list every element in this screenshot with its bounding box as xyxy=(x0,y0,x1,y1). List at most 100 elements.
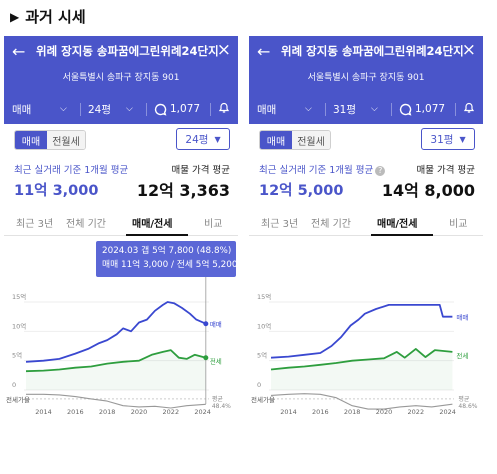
y-tick-label: 0 xyxy=(257,381,261,389)
chevron-down-icon: ⌵ xyxy=(371,104,378,114)
header-bar: ← 위례 장지동 송파꿈에그린위례24단지 × 서울특별시 송파구 장지동 90… xyxy=(249,36,483,124)
tooltip-line2: 매매 11억 3,000 / 전세 5억 5,200 xyxy=(102,260,238,270)
triangle-marker-icon: ▶ xyxy=(10,9,20,24)
size-select-value: 31평 xyxy=(430,133,454,146)
header-bar: ← 위례 장지동 송파꿈에그린위례24단지 × 서울특별시 송파구 장지동 90… xyxy=(4,36,238,124)
toggle-sale[interactable]: 매매 xyxy=(15,131,47,149)
series-label-ratio: 전세가율 xyxy=(251,395,275,404)
y-tick-label: 5억 xyxy=(257,352,267,360)
trade-toggle: 매매 전월세 xyxy=(14,130,86,150)
x-tick-label: 2018 xyxy=(99,408,116,416)
active-tab-underline xyxy=(371,234,433,236)
y-tick-label: 5억 xyxy=(12,352,22,360)
recent-price-label: 최근 실거래 기준 1개월 평균? xyxy=(259,162,386,176)
price-panel-24: ← 위례 장지동 송파꿈에그린위례24단지 × 서울특별시 송파구 장지동 90… xyxy=(4,36,238,416)
x-tick-label: 2020 xyxy=(131,408,148,416)
jeonse-area xyxy=(26,350,206,390)
trade-toggle: 매매 전월세 xyxy=(259,130,331,150)
divider xyxy=(210,103,211,116)
hover-point-sale xyxy=(203,321,209,327)
comment-button[interactable]: 1,077 xyxy=(399,103,445,116)
y-tick-label: 10억 xyxy=(12,322,26,330)
asking-price-value: 14억 8,000 xyxy=(381,181,475,200)
series-전세-line xyxy=(25,349,207,373)
chevron-down-icon: ⌵ xyxy=(60,104,67,114)
hover-point-jeonse xyxy=(203,355,209,361)
tab-recent-3y[interactable]: 최근 3년 xyxy=(16,219,54,230)
back-arrow-icon[interactable]: ← xyxy=(257,42,271,61)
x-tick-label: 2014 xyxy=(280,408,297,416)
x-tick-label: 2024 xyxy=(439,408,456,416)
comment-icon xyxy=(399,103,412,116)
tab-compare[interactable]: 비교 xyxy=(204,219,223,230)
comment-icon xyxy=(154,103,167,116)
series-매매-line xyxy=(25,301,207,363)
x-tick-label: 2024 xyxy=(194,408,211,416)
toggle-rent[interactable]: 전월세 xyxy=(47,131,85,149)
size-dropdown[interactable]: 31평 xyxy=(333,103,357,116)
tab-sale-jeonse[interactable]: 매매/전세 xyxy=(132,219,173,230)
jeonse-area xyxy=(271,348,453,390)
series-label-sale: 매매 xyxy=(456,314,468,322)
x-tick-label: 2020 xyxy=(376,408,393,416)
complex-address: 서울특별시 송파구 장지동 901 xyxy=(62,73,180,83)
active-tab-underline xyxy=(126,234,188,236)
period-tabs: 최근 3년 전체 기간 매매/전세 비교 xyxy=(4,208,238,236)
price-panel-31: ← 위례 장지동 송파꿈에그린위례24단지 × 서울특별시 송파구 장지동 90… xyxy=(249,36,483,416)
size-select[interactable]: 24평 ▼ xyxy=(176,128,230,150)
avg-label: 평균 xyxy=(212,395,224,403)
series-전세-line xyxy=(270,348,453,371)
size-select[interactable]: 31평 ▼ xyxy=(421,128,475,150)
y-tick-label: 0 xyxy=(12,381,16,389)
toggle-rent[interactable]: 전월세 xyxy=(292,131,330,149)
page-heading-text: 과거 시세 xyxy=(25,8,86,26)
tab-all-period[interactable]: 전체 기간 xyxy=(311,219,351,230)
divider xyxy=(325,103,326,116)
divider xyxy=(391,103,392,116)
recent-price-label: 최근 실거래 기준 1개월 평균 xyxy=(14,165,129,176)
tab-sale-jeonse[interactable]: 매매/전세 xyxy=(377,219,418,230)
period-tabs: 최근 3년 전체 기간 매매/전세 비교 xyxy=(249,208,483,236)
complex-title: 위례 장지동 송파꿈에그린위례24단지 xyxy=(281,44,464,58)
tab-all-period[interactable]: 전체 기간 xyxy=(66,219,106,230)
y-tick-label: 15억 xyxy=(12,293,26,301)
filter-bar: 매매 ⌵ 24평 ⌵ 1,077 xyxy=(4,94,238,124)
tooltip-line1: 2024.03 갭 5억 7,800 (48.8%) xyxy=(102,246,232,256)
tab-recent-3y[interactable]: 최근 3년 xyxy=(261,219,299,230)
info-icon[interactable]: ? xyxy=(375,166,386,176)
close-icon[interactable]: × xyxy=(461,40,476,60)
toggle-row: 매매 전월세 24평 ▼ xyxy=(14,128,230,154)
divider xyxy=(455,103,456,116)
recent-price-value: 11억 3,000 xyxy=(14,183,99,199)
filter-bar: 매매 ⌵ 31평 ⌵ 1,077 xyxy=(249,94,483,124)
tab-compare[interactable]: 비교 xyxy=(449,219,468,230)
y-tick-label: 10억 xyxy=(257,322,271,330)
series-label-ratio: 전세가율 xyxy=(6,395,30,404)
comment-count: 1,077 xyxy=(415,103,446,115)
series-전세가율-line xyxy=(270,393,453,410)
price-summary: 최근 실거래 기준 1개월 평균 11억 3,000 매물 가격 평균 12억 … xyxy=(14,158,230,202)
size-dropdown[interactable]: 24평 xyxy=(88,103,112,116)
page-heading: ▶ 과거 시세 xyxy=(10,6,86,27)
trade-type-dropdown[interactable]: 매매 xyxy=(12,103,32,116)
avg-label: 평균 xyxy=(458,395,470,403)
x-tick-label: 2016 xyxy=(67,408,84,416)
caret-down-icon: ▼ xyxy=(214,134,221,144)
price-chart[interactable]: 15억 10억 5억 0 2014 2016 2018 2020 2022 2024 매매전세전세가… xyxy=(4,236,238,416)
price-chart[interactable]: 15억 10억 5억 0 2014 2016 2018 2020 2022 2024 매매전세전세가… xyxy=(249,236,483,416)
toggle-sale[interactable]: 매매 xyxy=(260,131,292,149)
divider xyxy=(146,103,147,116)
caret-down-icon: ▼ xyxy=(459,134,466,144)
comment-button[interactable]: 1,077 xyxy=(154,103,200,116)
x-tick-label: 2014 xyxy=(35,408,52,416)
comment-count: 1,077 xyxy=(170,103,201,115)
series-label-sale: 매매 xyxy=(210,321,222,329)
bell-icon[interactable] xyxy=(218,101,230,117)
chevron-down-icon: ⌵ xyxy=(305,104,312,114)
trade-type-dropdown[interactable]: 매매 xyxy=(257,103,277,116)
close-icon[interactable]: × xyxy=(216,40,231,60)
series-label-jeonse: 전세 xyxy=(456,351,468,360)
bell-icon[interactable] xyxy=(463,101,475,117)
back-arrow-icon[interactable]: ← xyxy=(12,42,26,61)
size-select-value: 24평 xyxy=(185,133,209,146)
